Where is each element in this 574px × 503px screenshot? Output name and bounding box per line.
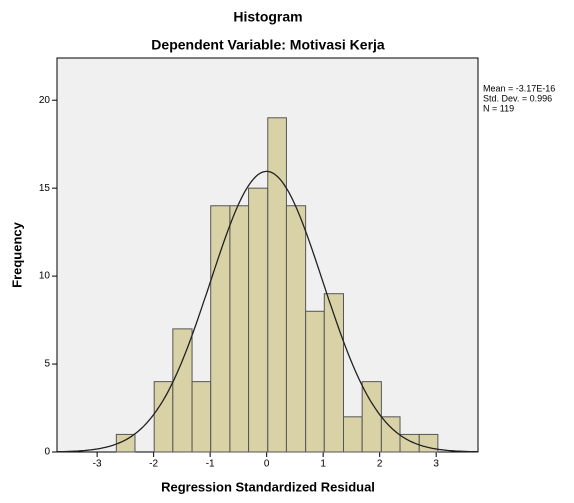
x-tick-label: -3	[93, 459, 102, 470]
x-axis-label: Regression Standardized Residual	[161, 479, 375, 494]
bar	[172, 328, 193, 453]
x-tick-label: -2	[149, 459, 158, 470]
bar	[229, 205, 250, 453]
bar	[380, 416, 401, 453]
x-tick-label: 0	[264, 459, 270, 470]
bar	[153, 381, 174, 453]
x-tick-label: 1	[320, 459, 326, 470]
bar	[191, 381, 212, 453]
bar	[418, 433, 439, 453]
y-axis-label: Frequency	[9, 221, 24, 288]
x-tick-label: 2	[377, 459, 383, 470]
normal-curve	[57, 170, 479, 453]
bar	[305, 310, 325, 453]
y-tick-label: 5	[44, 359, 50, 370]
chart-subtitle: Dependent Variable: Motivasi Kerja	[151, 37, 385, 53]
bar	[210, 205, 231, 453]
bar	[343, 416, 363, 453]
bar	[267, 117, 287, 453]
stat-label: Std. Dev. = 0.996	[483, 93, 552, 103]
x-tick-label: 3	[433, 459, 439, 470]
stat-label: N = 119	[483, 103, 514, 113]
y-tick-label: 15	[39, 183, 51, 194]
y-tick-label: 0	[44, 447, 50, 458]
x-tick-label: -1	[206, 459, 215, 470]
bar	[323, 293, 345, 453]
bar	[285, 205, 307, 453]
chart-title: Histogram	[233, 9, 302, 25]
bar	[248, 187, 269, 453]
bar	[115, 433, 136, 453]
y-tick-label: 10	[39, 271, 51, 282]
stat-label: Mean = -3.17E-16	[483, 83, 555, 93]
y-tick-label: 20	[39, 95, 51, 106]
